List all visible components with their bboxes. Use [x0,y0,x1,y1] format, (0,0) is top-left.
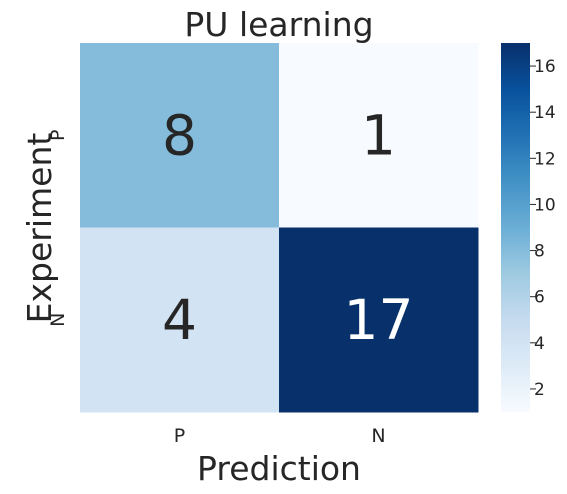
heatmap-cell [279,227,479,413]
x-tick-label: P [174,425,185,447]
y-tick-labels: PN [47,130,69,327]
x-axis-label: Prediction [197,449,361,488]
colorbar-tick-label: 4 [534,334,545,354]
y-axis-label: Experiment [20,133,59,324]
y-tick-label: P [47,130,69,141]
cell-annotation: 4 [162,288,197,352]
colorbar-tick-label: 14 [534,103,556,123]
cell-annotation: 8 [162,103,197,167]
heatmap-cell [80,227,280,413]
heatmap-cell [279,43,479,228]
heatmap-cell [80,43,280,228]
cell-annotation: 17 [344,288,414,352]
colorbar-tick-label: 12 [534,149,556,169]
x-tick-label: N [371,425,385,447]
y-tick-label: N [47,313,69,327]
cell-annotation: 1 [361,103,396,167]
colorbar-tick-label: 6 [534,288,545,308]
colorbar-tick-label: 10 [534,195,556,215]
heatmap-cells [80,43,479,413]
colorbar-tick-label: 8 [534,242,545,262]
colorbar [501,43,530,412]
colorbar-tick-label: 2 [534,380,545,400]
cell-annotations: 8 1 4 17 [162,103,414,352]
chart-title: PU learning [184,5,373,44]
colorbar-ticks: 2 4 6 8 10 12 14 16 [530,57,556,400]
colorbar-tick-label: 16 [534,57,556,77]
